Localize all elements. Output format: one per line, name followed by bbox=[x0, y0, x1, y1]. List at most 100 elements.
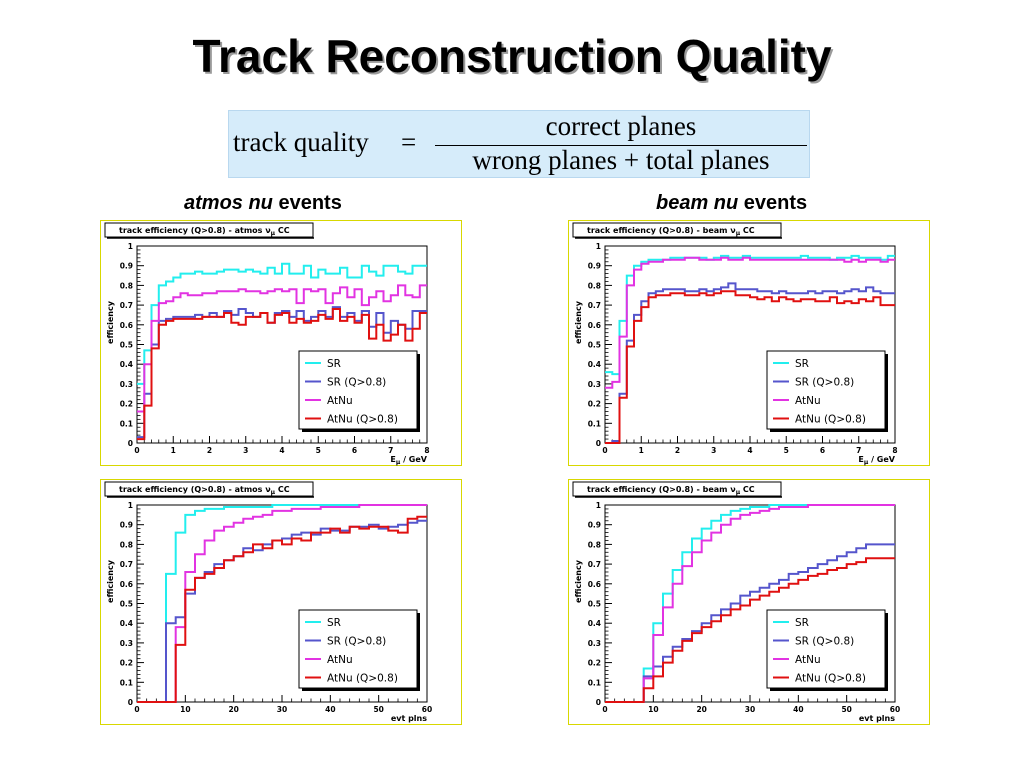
x-tick-label: 20 bbox=[228, 705, 238, 714]
y-tick-label: 0.9 bbox=[588, 262, 601, 271]
legend-label: SR (Q>0.8) bbox=[795, 377, 854, 389]
series-line-atnu-q-0-8 bbox=[137, 308, 427, 441]
chart-title: track efficiency (Q>0.8) - atmos νμ CC bbox=[104, 222, 314, 239]
y-tick-label: 0.8 bbox=[588, 281, 601, 290]
y-tick-label: 0.2 bbox=[588, 659, 601, 668]
x-axis-label: Eμ / GeV bbox=[390, 455, 427, 466]
y-tick-label: 0.1 bbox=[120, 419, 133, 428]
formula-fraction-bar bbox=[435, 145, 807, 146]
chart-atmos-energy: track efficiency (Q>0.8) - atmos νμ CC 0 0… bbox=[104, 222, 430, 466]
formula-equals: = bbox=[401, 127, 417, 157]
column-heading-atmos: atmos nu events bbox=[184, 192, 342, 215]
page-title: Track Reconstruction Quality bbox=[192, 30, 832, 82]
y-tick-label: 0.5 bbox=[588, 341, 601, 350]
x-tick-label: 3 bbox=[711, 446, 716, 455]
y-tick-label: 0.6 bbox=[120, 580, 133, 589]
y-tick-label: 0.5 bbox=[120, 341, 133, 350]
chart-title-end: CC bbox=[740, 226, 755, 235]
x-tick-label: 6 bbox=[352, 446, 357, 455]
chart-panel-atmos-energy: track efficiency (Q>0.8) - atmos νμ CC 0 0… bbox=[100, 220, 462, 466]
x-tick-label: 50 bbox=[841, 705, 851, 714]
y-tick-label: 1 bbox=[596, 501, 601, 510]
y-tick-label: 0.5 bbox=[588, 600, 601, 609]
y-tick-label: 0.2 bbox=[120, 400, 133, 409]
x-tick-label: 40 bbox=[325, 705, 335, 714]
series-line-sr-q-0-8 bbox=[605, 543, 895, 703]
y-tick-label: 0.9 bbox=[120, 262, 133, 271]
chart-title-box bbox=[104, 481, 314, 497]
series-line-atnu-q-0-8 bbox=[605, 290, 895, 444]
chart-title-box bbox=[572, 222, 782, 238]
x-axis-label: evt plns bbox=[391, 714, 427, 723]
chart-title-box bbox=[104, 222, 314, 238]
x-tick-label: 30 bbox=[277, 705, 287, 714]
legend-label: SR (Q>0.8) bbox=[795, 636, 854, 648]
y-tick-label: 0.9 bbox=[120, 521, 133, 530]
chart-title-subscript: μ bbox=[736, 230, 741, 237]
chart-title-box bbox=[572, 481, 782, 497]
legend-label: AtNu bbox=[795, 395, 821, 407]
chart-title-subscript: μ bbox=[271, 489, 276, 496]
y-tick-label: 0.8 bbox=[120, 281, 133, 290]
x-tick-label: 1 bbox=[639, 446, 644, 455]
y-tick-label: 0.2 bbox=[588, 400, 601, 409]
series-line-sr bbox=[137, 262, 427, 385]
x-tick-label: 6 bbox=[820, 446, 825, 455]
formula-box: track quality = correct planes wrong pla… bbox=[228, 110, 810, 178]
chart-panel-beam-energy: track efficiency (Q>0.8) - beam νμ CC 0 0.… bbox=[568, 220, 930, 466]
y-tick-label: 0.7 bbox=[588, 560, 601, 569]
y-tick-label: 0.3 bbox=[120, 380, 133, 389]
y-tick-label: 0 bbox=[596, 698, 601, 707]
x-tick-label: 2 bbox=[675, 446, 680, 455]
y-tick-label: 0.6 bbox=[120, 321, 133, 330]
x-tick-label: 5 bbox=[316, 446, 321, 455]
y-tick-label: 0.8 bbox=[588, 540, 601, 549]
y-tick-label: 0.3 bbox=[588, 639, 601, 648]
y-tick-label: 0.7 bbox=[588, 301, 601, 310]
y-tick-label: 0.5 bbox=[120, 600, 133, 609]
legend-label: SR bbox=[327, 617, 341, 629]
y-tick-label: 0.1 bbox=[588, 419, 601, 428]
legend-label: AtNu bbox=[795, 654, 821, 666]
x-tick-label: 0 bbox=[602, 446, 607, 455]
x-tick-label: 0 bbox=[602, 705, 607, 714]
x-tick-label: 10 bbox=[648, 705, 658, 714]
x-tick-label: 8 bbox=[424, 446, 429, 455]
chart-title: track efficiency (Q>0.8) - beam νμ CC bbox=[572, 222, 782, 239]
y-axis-label: efficiency bbox=[106, 559, 115, 603]
series-line-atnu-q-0-8 bbox=[137, 515, 427, 703]
y-tick-label: 1 bbox=[596, 242, 601, 251]
y-axis-label: efficiency bbox=[574, 559, 583, 603]
y-tick-label: 0.8 bbox=[120, 540, 133, 549]
chart-title-end: CC bbox=[275, 485, 290, 494]
y-tick-label: 0.9 bbox=[588, 521, 601, 530]
chart-title: track efficiency (Q>0.8) - beam νμ CC bbox=[572, 481, 782, 498]
formula-denominator: wrong planes + total planes bbox=[472, 145, 770, 175]
x-axis-label-subscript: μ bbox=[396, 459, 401, 466]
legend-label: AtNu (Q>0.8) bbox=[327, 414, 398, 426]
x-axis-label: evt plns bbox=[859, 714, 895, 723]
chart-title-subscript: μ bbox=[736, 489, 741, 496]
column-heading-emph: beam nu bbox=[656, 192, 739, 214]
legend-label: AtNu (Q>0.8) bbox=[327, 673, 398, 685]
series-line-atnu bbox=[605, 256, 895, 389]
legend-label: SR bbox=[795, 617, 809, 629]
legend-label: AtNu bbox=[327, 395, 353, 407]
chart-title-subscript: μ bbox=[271, 230, 276, 237]
x-tick-label: 40 bbox=[793, 705, 803, 714]
y-tick-label: 0.7 bbox=[120, 560, 133, 569]
series-line-atnu bbox=[605, 504, 895, 703]
y-tick-label: 0.3 bbox=[120, 639, 133, 648]
column-heading-rest: events bbox=[272, 192, 342, 214]
column-heading-emph: atmos nu bbox=[184, 192, 273, 214]
y-axis-label: efficiency bbox=[574, 300, 583, 344]
x-tick-label: 0 bbox=[134, 446, 139, 455]
chart-title-end: CC bbox=[275, 226, 290, 235]
y-tick-label: 0.2 bbox=[120, 659, 133, 668]
chart-title-text: track efficiency (Q>0.8) - atmos νμ CC bbox=[119, 485, 290, 496]
legend-label: AtNu bbox=[327, 654, 353, 666]
series-line-sr-q-0-8 bbox=[137, 306, 427, 439]
chart-title-text: track efficiency (Q>0.8) - beam νμ CC bbox=[587, 485, 755, 496]
y-tick-label: 0.1 bbox=[588, 678, 601, 687]
chart-beam-energy: track efficiency (Q>0.8) - beam νμ CC 0 0.… bbox=[572, 222, 898, 466]
